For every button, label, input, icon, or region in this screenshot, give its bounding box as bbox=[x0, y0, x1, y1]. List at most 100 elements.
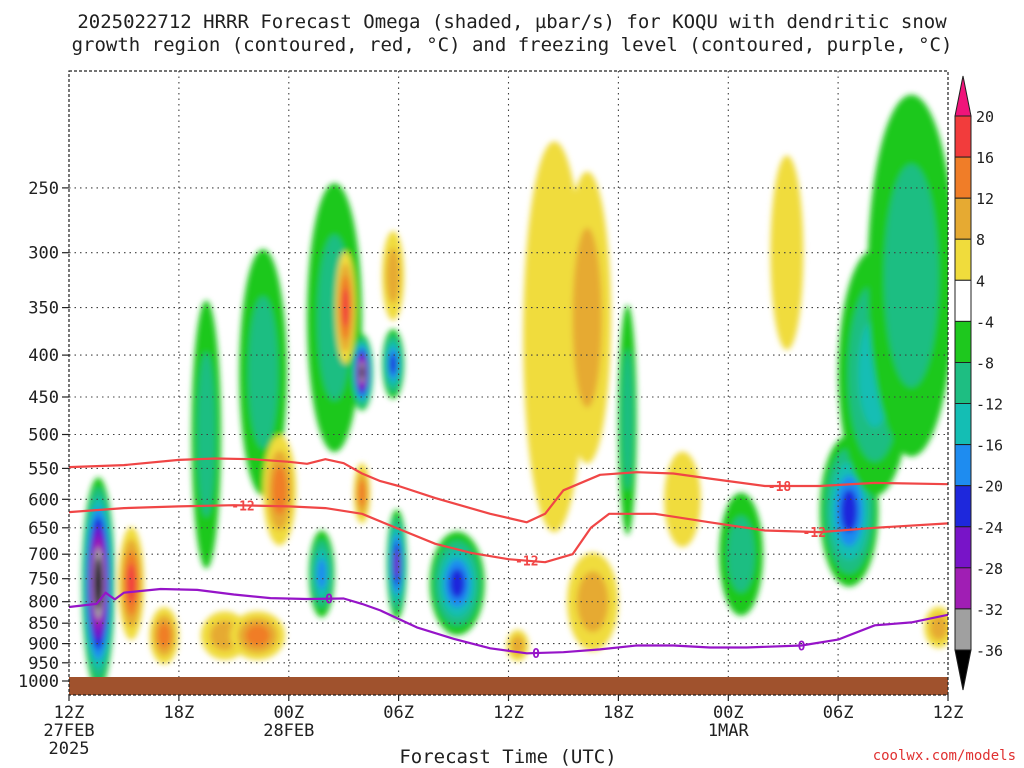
omega-cell-10-level-3 bbox=[342, 288, 349, 328]
colorbar-label-4: 4 bbox=[976, 272, 985, 290]
omega-cell-25-level-4 bbox=[840, 489, 858, 533]
contour-line--18 bbox=[69, 457, 948, 524]
omega-cell-7-level-2 bbox=[272, 465, 287, 515]
omega-shading bbox=[81, 94, 948, 690]
colorbar-bin-7 bbox=[954, 362, 972, 405]
omega-cell-0-level-9 bbox=[95, 567, 101, 600]
y-tick-label-350: 350 bbox=[28, 299, 59, 319]
omega-cell-17-level-1 bbox=[510, 635, 525, 656]
colorbar-label-20: 20 bbox=[976, 108, 994, 126]
x-date-label-12: 28FEB bbox=[263, 721, 314, 741]
colorbar-bin-10 bbox=[954, 485, 972, 528]
omega-cell-12-level-2 bbox=[358, 479, 366, 507]
x-year-label-0: 2025 bbox=[49, 739, 90, 759]
omega-cell-13-level-4 bbox=[390, 354, 397, 374]
y-tick-label-650: 650 bbox=[28, 519, 59, 539]
y-tick-label-900: 900 bbox=[28, 635, 59, 655]
colorbar-bin-2 bbox=[954, 156, 972, 199]
contour-label--12-1: -12 bbox=[515, 555, 538, 570]
contour-line-0 bbox=[69, 587, 948, 655]
omega-cell-27-level-1 bbox=[884, 164, 939, 387]
chart-title-line-1: 2025022712 HRRR Forecast Omega (shaded, … bbox=[77, 11, 947, 33]
x-tick-label-48: 12Z bbox=[933, 703, 964, 723]
omega-cell-15-level-5 bbox=[394, 550, 400, 578]
omega-cell-11-level-8 bbox=[360, 366, 364, 379]
colorbar-bin-top bbox=[954, 75, 972, 117]
colorbar-label--24: -24 bbox=[976, 519, 1003, 537]
y-tick-label-550: 550 bbox=[28, 459, 59, 479]
y-tick-label-300: 300 bbox=[28, 244, 59, 264]
omega-cell-3-level-1 bbox=[197, 352, 216, 517]
y-tick-label-850: 850 bbox=[28, 614, 59, 634]
colorbar-label--36: -36 bbox=[976, 642, 1003, 660]
x-tick-label-12: 00Z bbox=[273, 703, 304, 723]
omega-cell-16-level-4 bbox=[449, 568, 466, 599]
colorbar-bin-6 bbox=[954, 320, 972, 363]
chart-title-line-2: growth region (contoured, red, °C) and f… bbox=[72, 34, 953, 56]
x-date-label-0: 27FEB bbox=[43, 721, 94, 741]
x-axis-label: Forecast Time (UTC) bbox=[399, 746, 616, 768]
y-tick-label-450: 450 bbox=[28, 388, 59, 408]
contour-lines: -18 -12 -12 -12 0 0 0 bbox=[69, 457, 948, 662]
grid-lines bbox=[69, 71, 948, 695]
y-tick-label-600: 600 bbox=[28, 490, 59, 510]
contour-line--12 bbox=[69, 504, 948, 564]
x-date-label-36: 1MAR bbox=[708, 721, 750, 741]
colorbar-bin-3 bbox=[954, 197, 972, 240]
colorbar-label--16: -16 bbox=[976, 437, 1003, 455]
contour-label-0-0: 0 bbox=[325, 593, 333, 608]
colorbar-label--28: -28 bbox=[976, 560, 1003, 578]
omega-cell-8-level-3 bbox=[317, 558, 327, 590]
colorbar-bin-9 bbox=[954, 444, 972, 487]
y-tick-label-400: 400 bbox=[28, 346, 59, 366]
contour-label-0-2: 0 bbox=[798, 640, 806, 655]
colorbar-bin-11 bbox=[954, 526, 972, 569]
y-tick-label-250: 250 bbox=[28, 179, 59, 199]
x-tick-label-18: 06Z bbox=[383, 703, 414, 723]
colorbar-bin-1 bbox=[954, 115, 972, 158]
y-tick-label-950: 950 bbox=[28, 654, 59, 674]
colorbar-bin-12 bbox=[954, 567, 972, 610]
contour-label--12-0: -12 bbox=[231, 499, 254, 514]
x-tick-label-36: 00Z bbox=[713, 703, 744, 723]
ground-surface bbox=[69, 677, 948, 695]
x-tick-label-6: 18Z bbox=[164, 703, 195, 723]
omega-cell-6-level-1 bbox=[248, 296, 278, 449]
colorbar-label-12: 12 bbox=[976, 190, 994, 208]
colorbar-label--12: -12 bbox=[976, 396, 1003, 414]
x-tick-label-42: 06Z bbox=[823, 703, 854, 723]
omega-cell-14-level-1 bbox=[386, 248, 400, 304]
colorbar-label--20: -20 bbox=[976, 478, 1003, 496]
colorbar-label--4: -4 bbox=[976, 313, 994, 331]
contour-label--18-0: -18 bbox=[768, 480, 792, 495]
y-tick-label-700: 700 bbox=[28, 545, 59, 565]
colorbar-bin-bottom bbox=[954, 649, 972, 691]
omega-cell-19-level-1 bbox=[572, 227, 602, 408]
contour-label--12-2: -12 bbox=[803, 526, 826, 541]
x-tick-label-24: 12Z bbox=[493, 703, 524, 723]
colorbar-bin-5 bbox=[954, 279, 972, 322]
colorbar: 20 16 12 8 4 -4 -8 -12 -16 -20 -24 -28 -32 -36 bbox=[954, 75, 1003, 691]
y-tick-label-800: 800 bbox=[28, 593, 59, 613]
x-tick-label-30: 18Z bbox=[603, 703, 634, 723]
credit-text: coolwx.com/models bbox=[873, 748, 1016, 764]
omega-cell-1-level-3 bbox=[126, 563, 136, 604]
colorbar-bin-8 bbox=[954, 403, 972, 446]
y-tick-label-750: 750 bbox=[28, 570, 59, 590]
colorbar-bin-13 bbox=[954, 608, 972, 651]
y-tick-label-1000: 1000 bbox=[18, 672, 59, 692]
colorbar-label-16: 16 bbox=[976, 149, 994, 167]
colorbar-label--8: -8 bbox=[976, 355, 994, 373]
y-tick-label-500: 500 bbox=[28, 426, 59, 446]
omega-cell-5-level-2 bbox=[245, 624, 270, 647]
contour-label-0-1: 0 bbox=[532, 647, 540, 662]
colorbar-bin-4 bbox=[954, 238, 972, 281]
colorbar-label--32: -32 bbox=[976, 601, 1003, 619]
colorbar-label-8: 8 bbox=[976, 231, 985, 249]
omega-cell-24-level-0 bbox=[770, 155, 804, 350]
omega-cell-2-level-2 bbox=[157, 623, 171, 649]
y-axis: 2503003504004505005506006507007508008509… bbox=[18, 179, 69, 692]
omega-cell-21-level-1 bbox=[621, 349, 634, 491]
